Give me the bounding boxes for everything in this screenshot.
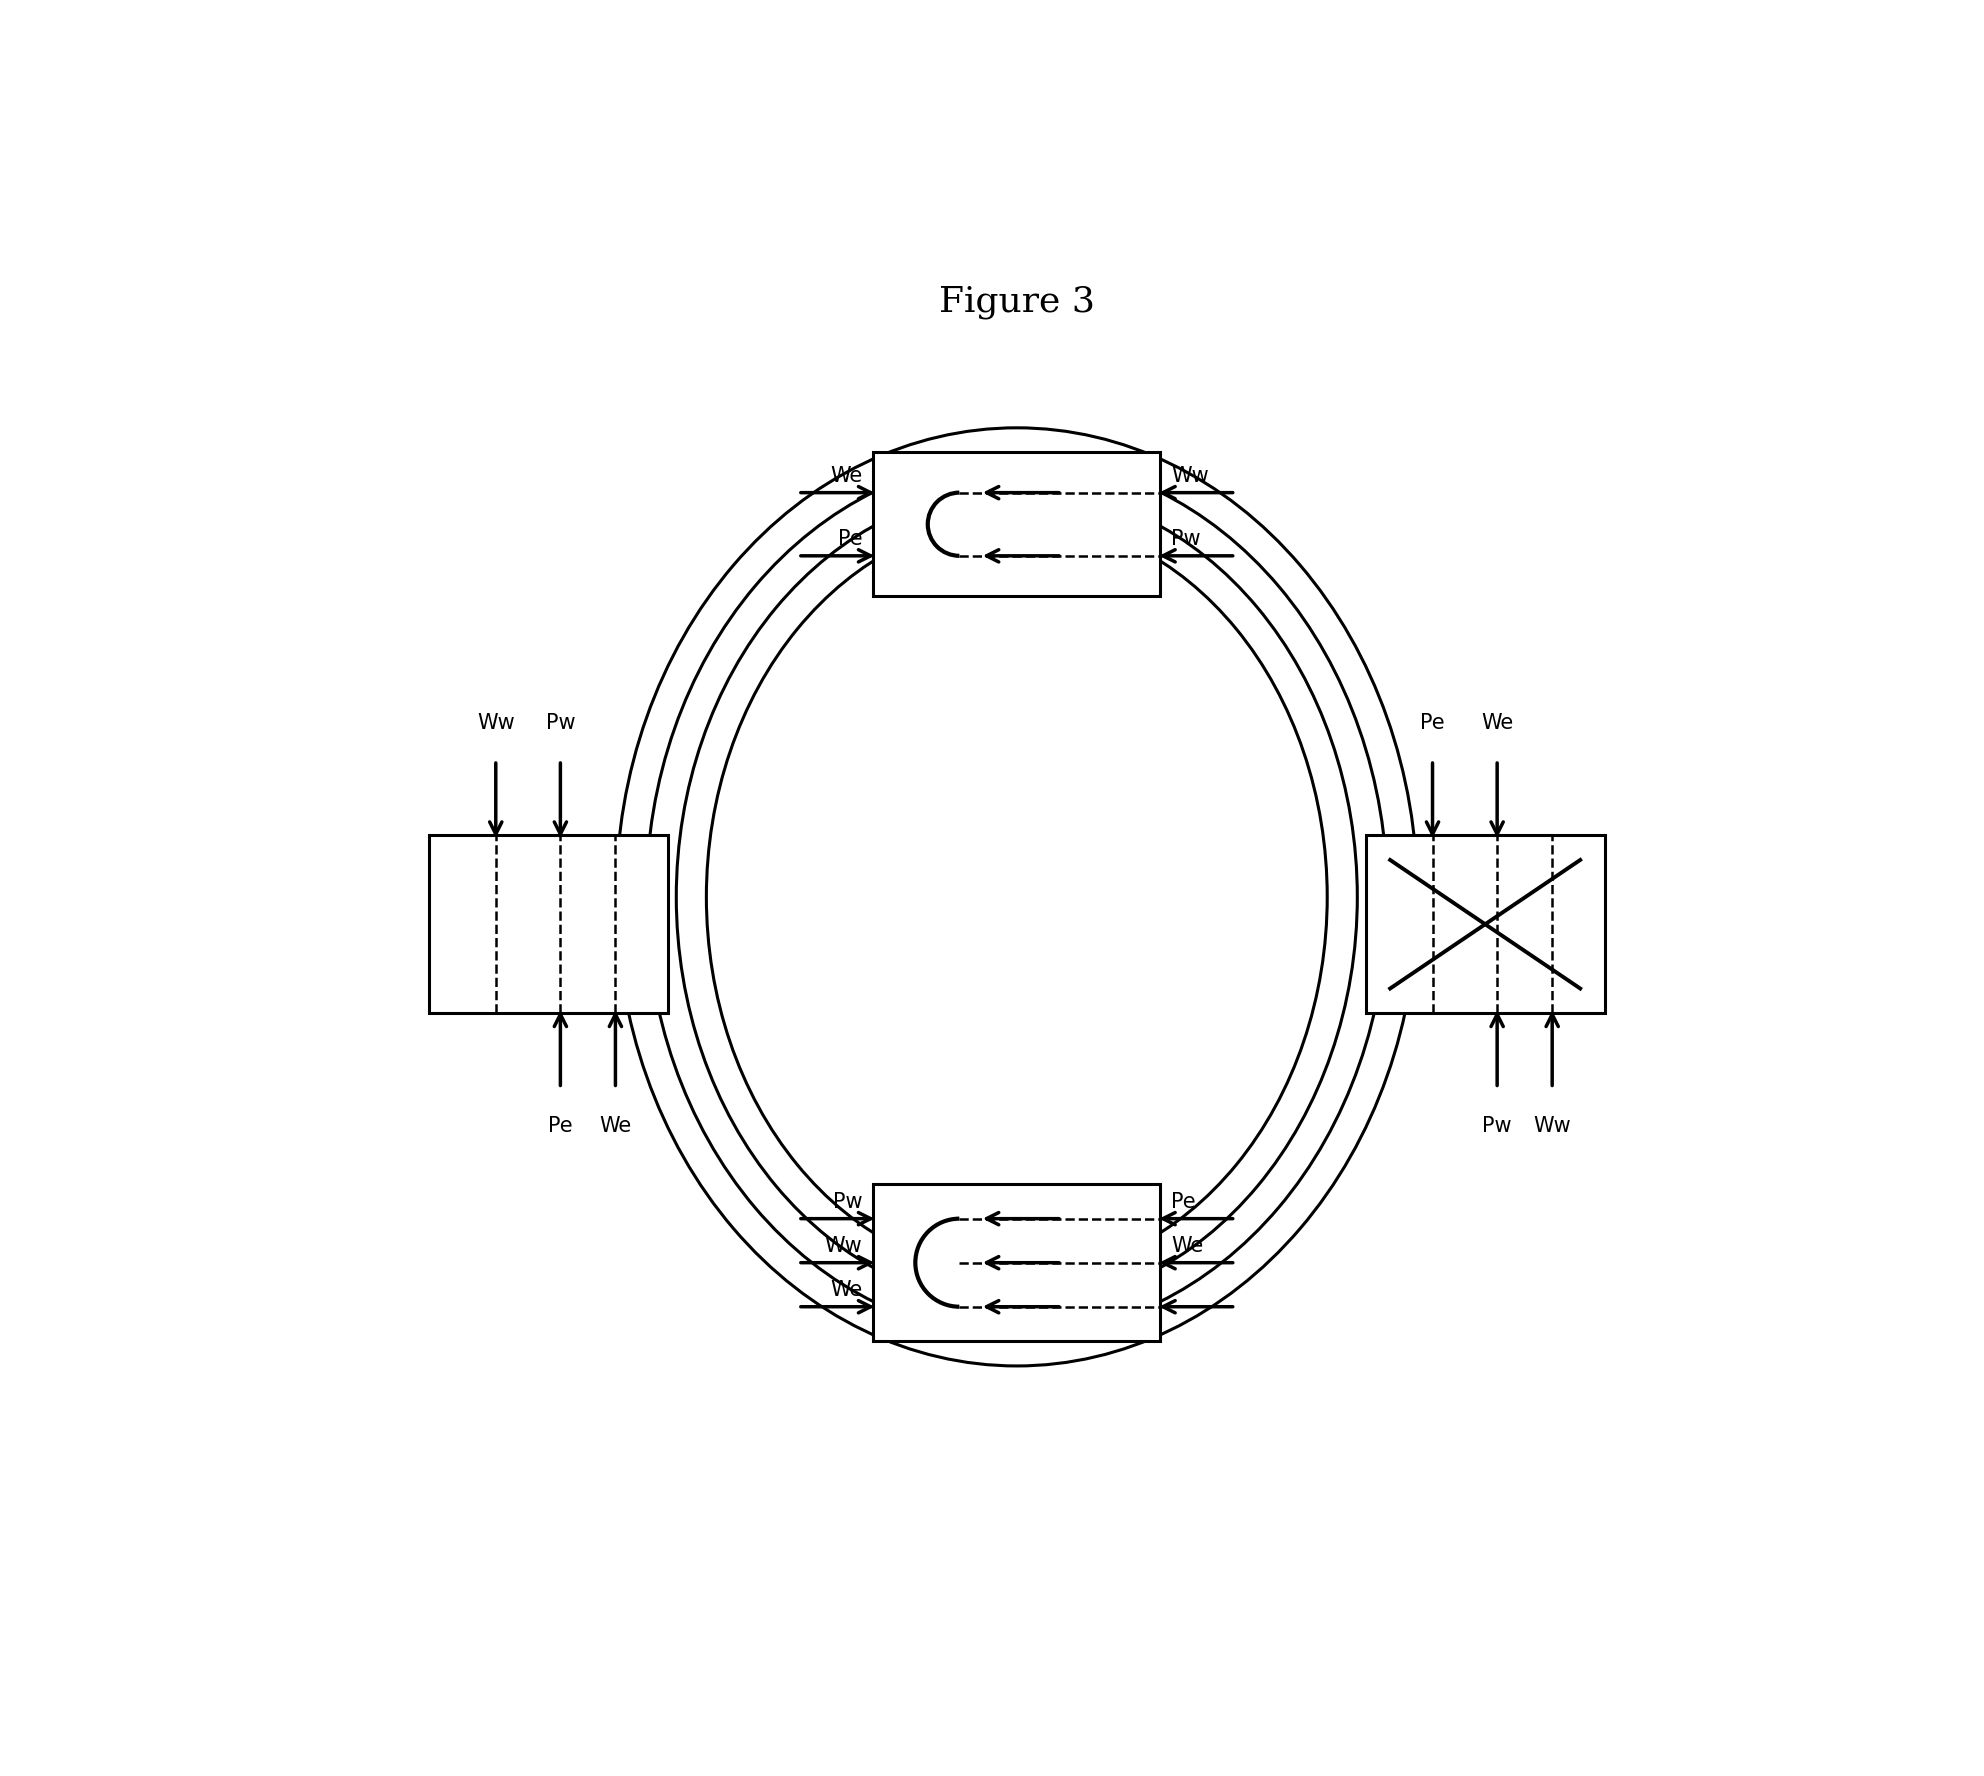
Text: We: We (599, 1115, 631, 1135)
Text: We: We (829, 467, 863, 487)
Text: Pe: Pe (1421, 712, 1444, 733)
Text: Figure 3: Figure 3 (938, 284, 1095, 320)
Text: Ww: Ww (825, 1236, 863, 1256)
Text: Pe: Pe (1171, 1192, 1196, 1213)
Bar (1365, 835, 1605, 1012)
Bar (873, 1185, 1161, 1341)
Text: Pw: Pw (833, 1192, 863, 1213)
Text: Pe: Pe (837, 529, 863, 549)
Text: Ww: Ww (1534, 1115, 1571, 1135)
Text: Pw: Pw (1171, 529, 1200, 549)
Text: We: We (829, 1280, 863, 1300)
Text: Pw: Pw (546, 712, 575, 733)
Text: We: We (1171, 1236, 1204, 1256)
Text: We: We (1480, 712, 1514, 733)
Text: Pw: Pw (1482, 1115, 1512, 1135)
Text: Pe: Pe (548, 1115, 573, 1135)
Bar (873, 453, 1161, 597)
Text: Ww: Ww (1171, 467, 1208, 487)
Bar (429, 835, 669, 1012)
Text: Ww: Ww (476, 712, 514, 733)
